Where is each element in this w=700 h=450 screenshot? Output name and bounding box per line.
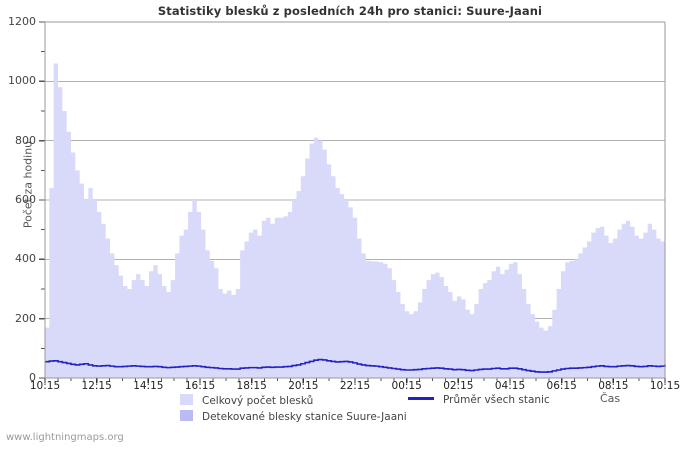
y-tick-label: 600	[15, 193, 36, 206]
x-tick-label: 04:15	[494, 380, 526, 392]
legend-label-station: Detekované blesky stanice Suure-Jaani	[202, 411, 407, 423]
y-tick-label: 200	[15, 311, 36, 325]
axis-lines	[44, 21, 666, 379]
area-swatch-light-icon	[180, 394, 193, 405]
x-tick-label: 16:15	[184, 380, 216, 392]
x-tick-label: 10:15	[649, 380, 681, 392]
x-tick-label: 22:15	[339, 380, 371, 392]
x-tick-label: 00:15	[391, 380, 422, 392]
x-axis-label: Čas	[600, 392, 621, 405]
y-tick-label: 1000	[8, 74, 36, 88]
series-line-average	[45, 358, 666, 373]
page-title: Statistiky blesků z posledních 24h pro s…	[157, 4, 543, 18]
footer-source: www.lightningmaps.org	[6, 432, 124, 443]
y-tick-label: 0	[29, 371, 36, 384]
x-tick-label: 18:15	[236, 380, 267, 392]
x-tick-label: 14:15	[133, 380, 164, 392]
x-tick-label: 12:15	[81, 380, 112, 392]
x-tick-label: 20:15	[288, 380, 319, 392]
y-tick-label: 1200	[8, 15, 36, 28]
legend-item-average: Průměr všech stanic	[408, 394, 550, 406]
x-tick-label: 02:15	[443, 380, 474, 392]
line-swatch-blue-icon	[408, 397, 434, 400]
legend-label-average: Průměr všech stanic	[443, 394, 550, 406]
legend-item-total: Celkový počet blesků	[180, 394, 313, 407]
legend-item-station: Detekované blesky stanice Suure-Jaani	[180, 410, 407, 423]
legend-label-total: Celkový počet blesků	[202, 395, 314, 407]
x-tick-label: 08:15	[598, 380, 629, 392]
y-tick-label: 800	[15, 133, 36, 147]
x-tick-label: 10:15	[29, 380, 61, 392]
area-swatch-dark-icon	[180, 410, 193, 421]
axis-ticks	[39, 21, 666, 383]
y-tick-label: 400	[15, 252, 36, 266]
series-area-total	[45, 63, 665, 378]
chart-legend: Celkový počet blesků Detekované blesky s…	[0, 392, 700, 423]
x-tick-label: 06:15	[546, 380, 577, 392]
